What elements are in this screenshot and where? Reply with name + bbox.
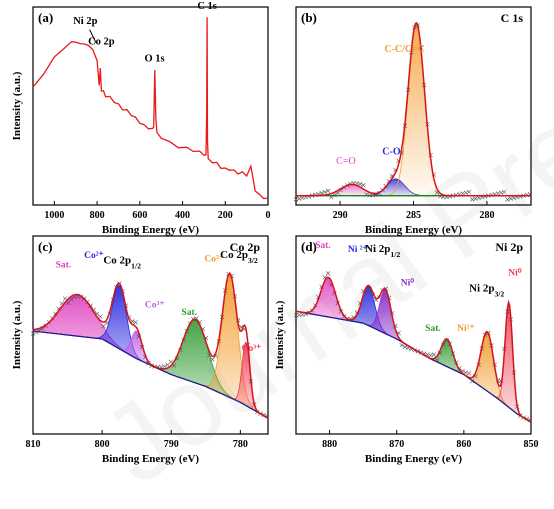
y-axis-label: Intensity (a.u.) [11,71,23,140]
data-marker [325,271,331,276]
plot-frame [32,235,269,435]
x-tick-label: 790 [164,439,179,450]
peak-label: Co³⁺ [242,344,261,354]
y-axis-label: Intensity (a.u.) [274,300,286,369]
survey-spectrum-line [32,17,269,200]
data-marker [322,189,328,195]
panel-title: Ni 2p [495,240,523,254]
peak-label: C-O [382,147,401,158]
data-marker [98,314,103,319]
xps-figure: (a) 1000 800 600 400 200 0 Binding Energy (eV) I… [11,1,539,465]
data-marker [146,361,151,366]
data-marker [133,320,138,325]
peak-annotation: Co 2p [88,37,115,48]
data-marker [210,357,215,362]
x-tick-label: 400 [175,210,190,221]
y-axis-label: Intensity (a.u.) [11,300,23,369]
peak-label: Sat. [56,261,72,271]
x-tick-label: 880 [322,439,337,450]
data-marker [399,342,404,348]
data-marker [466,189,472,195]
x-tick-label: 850 [524,439,539,450]
fit-envelope-line [32,272,269,419]
x-axis-label: Binding Energy (eV) [102,224,200,236]
peak-label: C=O [336,156,356,167]
peak-label: Ni ²⁺ [348,245,368,255]
fit-peak-5 [490,300,528,421]
peak-label: Ni 2p1/2 [365,243,400,259]
x-tick-label: 780 [233,439,248,450]
panel-label: (a) [38,10,53,25]
panel-label: (c) [38,239,52,254]
peak-label: Co²⁺ [204,255,223,265]
peak-label: Sat. [315,241,331,251]
data-marker [33,330,39,335]
x-tick-label: 870 [389,439,404,450]
data-marker [319,190,324,196]
peak-annotation: Ni 2p [73,16,97,27]
baseline-line [295,310,532,423]
data-marker [332,193,337,198]
data-marker [357,181,363,187]
fit-envelope-line [296,21,531,197]
peak-label: Ni⁰ [401,278,415,289]
peak-annotation: O 1s [144,54,164,65]
x-tick-label: 290 [333,210,348,221]
data-marker [329,195,334,200]
panel-a: (a) 1000 800 600 400 200 0 Binding Energy (eV) I… [11,1,271,236]
data-marker [502,189,507,195]
x-tick-label: 860 [456,439,471,450]
peak-label: Ni²⁺ [457,324,474,334]
peak-label: Sat. [181,308,197,318]
annotation-arrow [89,29,97,44]
x-axis-label: Binding Energy (eV) [102,453,200,465]
panel-b: (b) C 1s 290 285 280 Binding Energy (eV) C=O C-… [293,6,533,236]
x-tick-label: 800 [95,439,110,450]
panel-label: (b) [301,10,317,25]
panel-title: Co 2p [230,240,261,254]
data-marker [431,352,437,357]
x-tick-label: 0 [266,210,271,221]
peak-annotation: C 1s [197,1,217,12]
x-tick-label: 810 [26,439,41,450]
peak-label: Co²⁺ [84,251,103,261]
fit-envelope-line [295,276,532,423]
data-marker [325,188,331,193]
peak-label: Sat. [425,324,441,334]
plot-frame [32,6,269,206]
x-tick-label: 280 [479,210,494,221]
data-marker [30,331,36,336]
panel-title: C 1s [501,11,524,25]
x-axis-label: Binding Energy (eV) [365,453,463,465]
peak-label: C-C/C=C [384,44,425,55]
data-marker [162,364,167,369]
plot-frame [295,235,532,435]
x-tick-label: 200 [218,210,233,221]
panel-c: (c) Co 2p 810 800 790 780 Binding Energy (eV) I… [11,235,270,465]
peak-label: Ni⁰ [508,268,522,279]
x-tick-label: 800 [90,210,105,221]
panel-label: (d) [301,239,317,254]
panel-d: (d) Ni 2p 880 870 860 850 Binding Energy (eV) I… [274,235,539,465]
data-marker [466,371,472,376]
peak-label: Ni 2p3/2 [469,282,504,298]
peak-label: Co³⁺ [145,300,164,310]
peak-label: Co 2p1/2 [103,255,141,271]
data-marker [66,300,71,306]
x-tick-label: 600 [132,210,147,221]
data-marker [402,344,408,350]
x-tick-label: 1000 [44,210,64,221]
x-axis-label: Binding Energy (eV) [365,224,463,236]
data-marker [434,357,440,363]
x-tick-label: 285 [406,210,421,221]
data-marker [361,183,366,188]
data-marker [470,379,475,384]
